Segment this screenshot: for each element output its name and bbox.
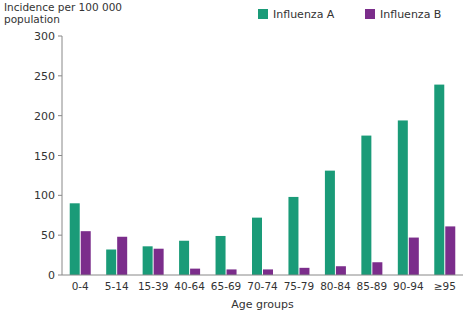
- y-axis-label-line: Incidence per 100 000: [4, 1, 122, 13]
- chart-svg: 0 50 100 150 200 250 300 0-4 5-14 15-39 40-64 65-69…: [0, 0, 471, 318]
- bar: [106, 250, 116, 275]
- bar: [445, 226, 455, 275]
- bar: [361, 136, 371, 275]
- bar: [154, 249, 164, 275]
- bar: [372, 262, 382, 275]
- bar: [143, 246, 153, 275]
- bar: [190, 269, 200, 275]
- legend-label: Influenza A: [273, 8, 335, 21]
- y-tick-label: 300: [34, 30, 55, 43]
- bar: [288, 197, 298, 275]
- bars: [70, 85, 456, 275]
- x-axis: [62, 275, 463, 276]
- bar: [117, 237, 127, 275]
- y-tick-label: 100: [34, 189, 55, 202]
- bar: [434, 85, 444, 275]
- y-tick-label: 250: [34, 70, 55, 83]
- bar: [409, 238, 419, 275]
- bar: [325, 171, 335, 275]
- legend-swatch: [365, 9, 375, 19]
- y-axis-label-line: population: [4, 13, 60, 25]
- bar: [398, 120, 408, 275]
- y-tick: [58, 275, 62, 276]
- x-tick-label: 0-4: [72, 280, 89, 292]
- legend-swatch: [258, 9, 268, 19]
- bar: [252, 218, 262, 275]
- y-tick-label: 0: [48, 269, 55, 282]
- bar: [227, 269, 237, 275]
- y-tick-label: 150: [34, 150, 55, 163]
- y-axis-label: Incidence per 100 000population: [4, 1, 122, 25]
- x-tick-label: 70-74: [247, 280, 278, 292]
- bar: [81, 231, 91, 275]
- y-tick: [58, 115, 62, 116]
- x-tick-label: 80-84: [320, 280, 351, 292]
- x-tick-label: 15-39: [138, 280, 169, 292]
- x-tick-label: 5-14: [105, 280, 129, 292]
- legend-label: Influenza B: [380, 8, 441, 21]
- x-axis-label: Age groups: [231, 298, 294, 311]
- y-tick: [58, 75, 62, 76]
- y-tick: [58, 36, 62, 37]
- bar: [336, 266, 346, 275]
- y-tick-label: 50: [41, 229, 55, 242]
- y-tick: [58, 155, 62, 156]
- x-tick-label: 85-89: [357, 280, 388, 292]
- x-tick-label: 75-79: [284, 280, 315, 292]
- x-tick-label: 90-94: [393, 280, 424, 292]
- x-tick-label: ≥95: [434, 280, 456, 292]
- x-tick-label: 40-64: [174, 280, 205, 292]
- y-tick: [58, 235, 62, 236]
- chart-container: 0 50 100 150 200 250 300 0-4 5-14 15-39 40-64 65-69…: [0, 0, 471, 318]
- x-tick-label: 65-69: [211, 280, 242, 292]
- bar: [263, 269, 273, 275]
- bar: [179, 241, 189, 275]
- y-tick: [58, 195, 62, 196]
- bar: [299, 268, 309, 275]
- y-axis: [62, 36, 63, 275]
- bar: [216, 236, 226, 275]
- bar: [70, 203, 80, 275]
- y-tick-label: 200: [34, 110, 55, 123]
